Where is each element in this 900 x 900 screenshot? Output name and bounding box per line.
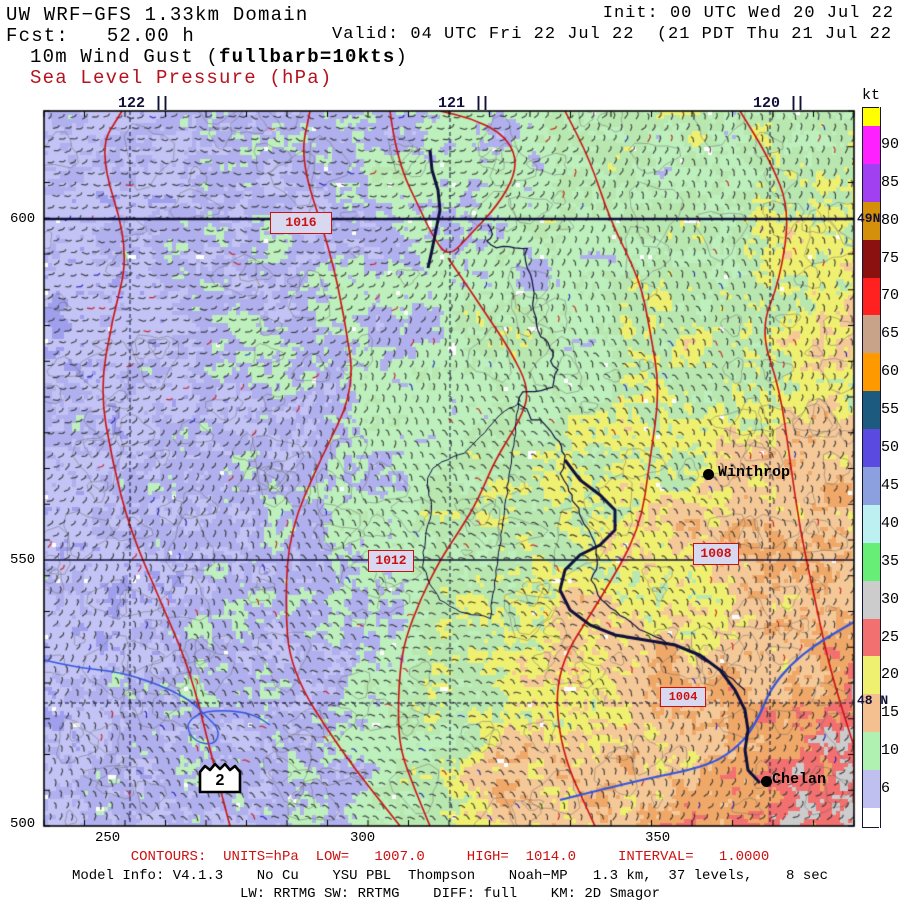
svg-text:2: 2 [216, 772, 225, 789]
